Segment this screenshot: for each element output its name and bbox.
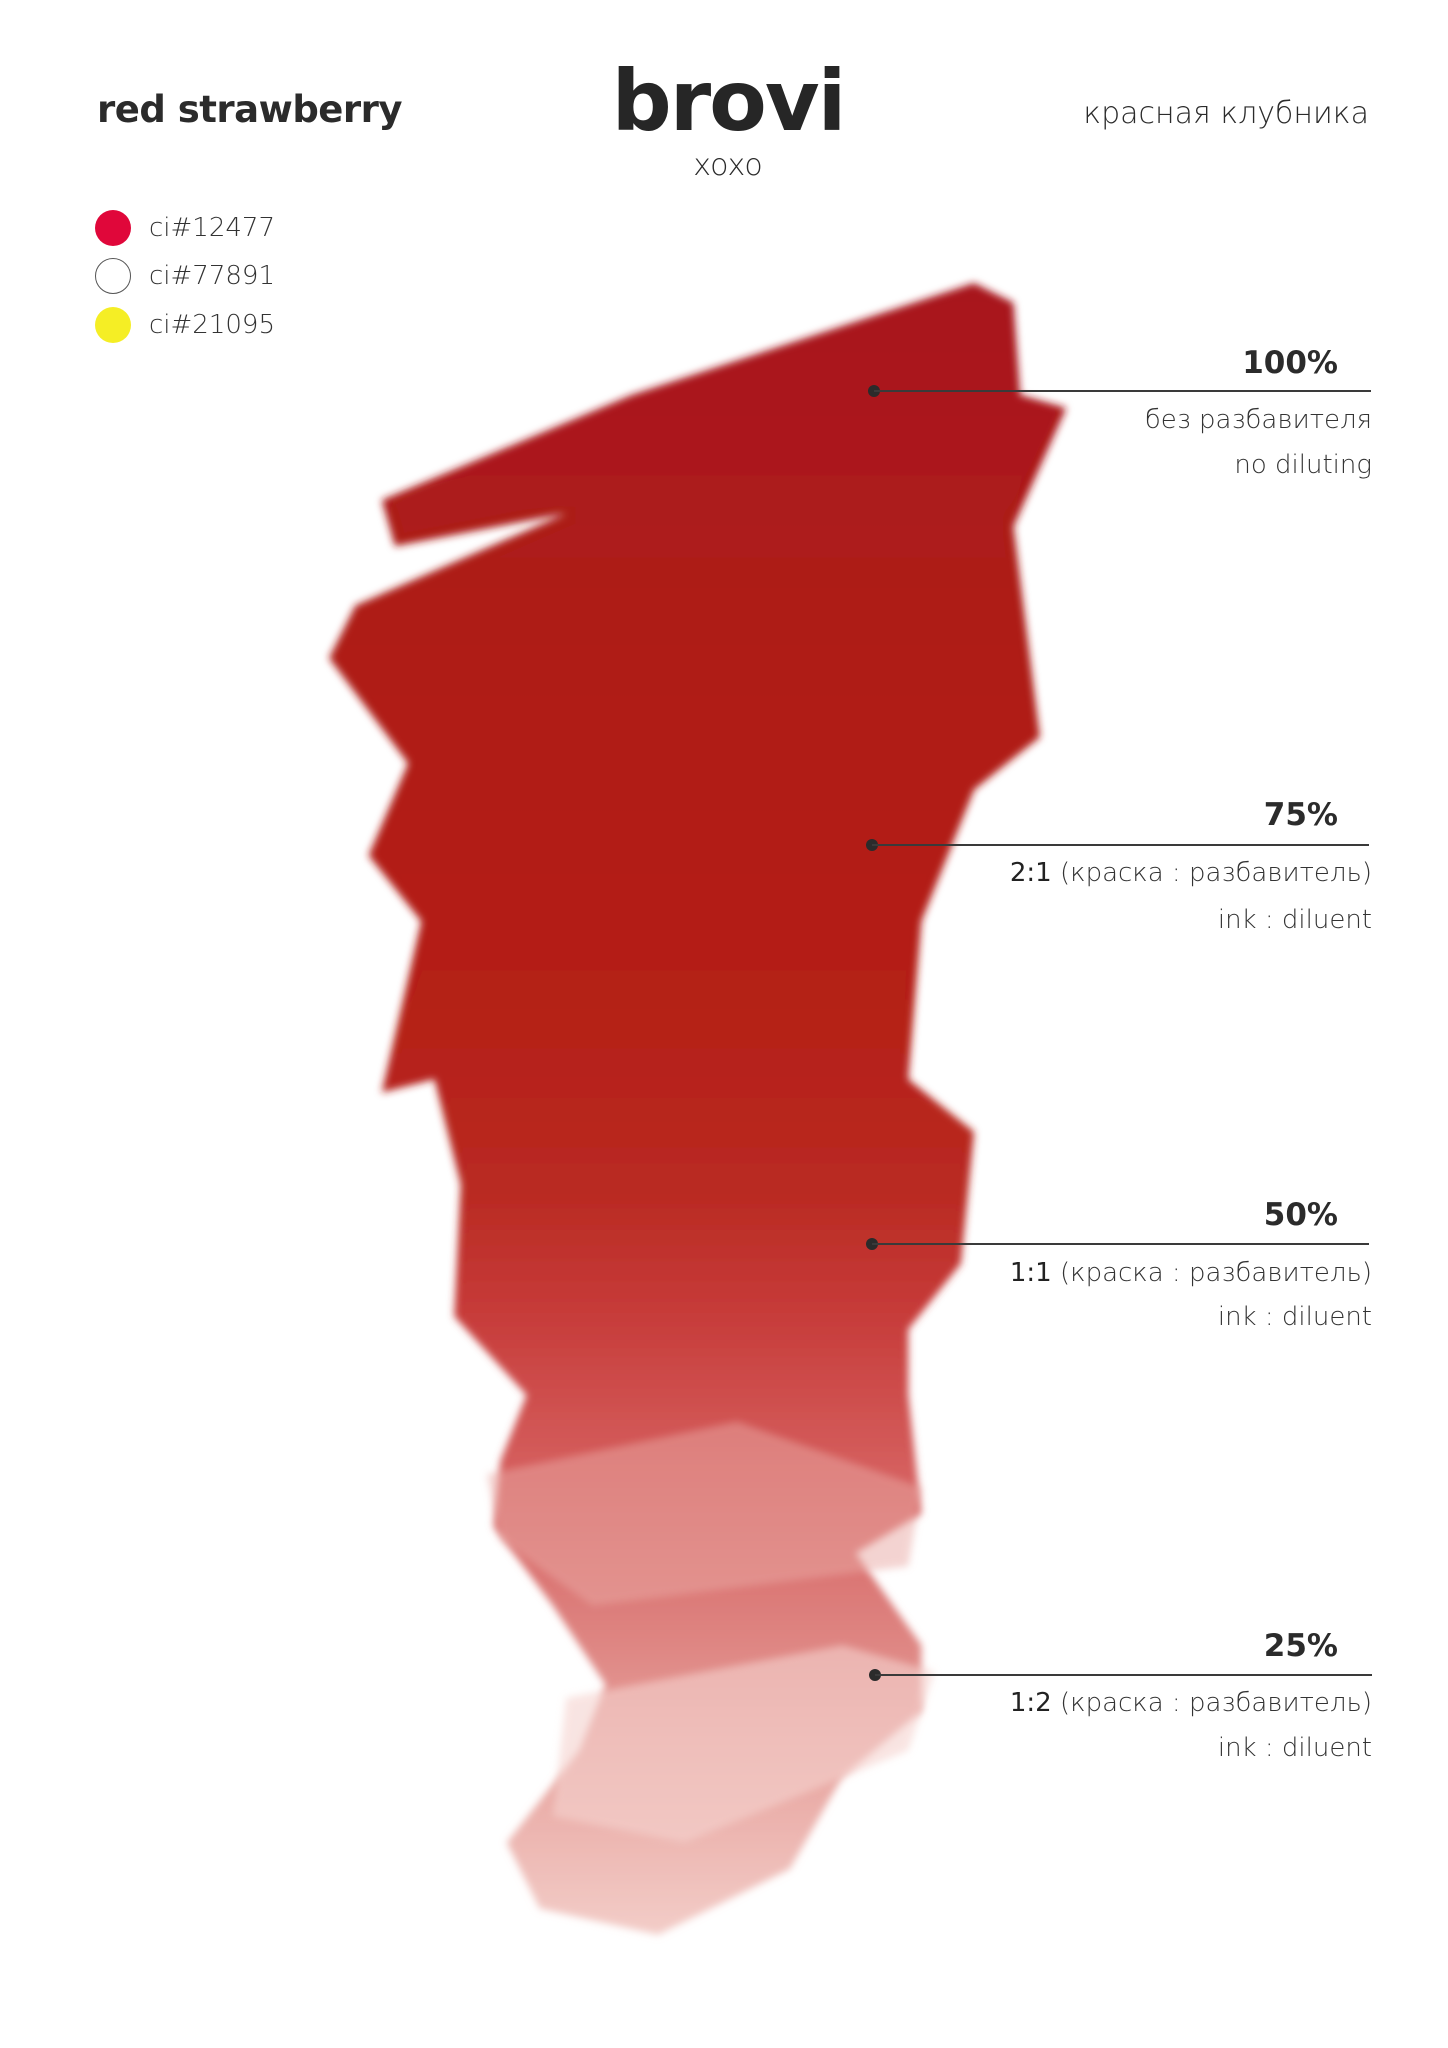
component-item: ci#77891 (95, 258, 275, 294)
dilution-desc-en: ink : diluent (1217, 1302, 1372, 1332)
yellow-color-dot-icon (95, 307, 131, 343)
dilution-percent: 25% (1263, 1628, 1338, 1664)
dilution-percent: 100% (1242, 345, 1338, 381)
dilution-desc-ru: без разбавителя (1144, 405, 1372, 435)
marker-line (872, 1243, 1369, 1245)
component-item: ci#21095 (95, 307, 275, 343)
component-code: ci#77891 (149, 261, 276, 291)
marker-line (872, 844, 1369, 846)
brand-subtitle: xoxo (693, 148, 763, 183)
dilution-desc-en: ink : diluent (1217, 1733, 1372, 1763)
dilution-desc-en: ink : diluent (1217, 905, 1372, 935)
component-item: ci#12477 (95, 210, 275, 246)
marker-line (875, 1674, 1372, 1676)
product-name-ru: красная клубника (1083, 96, 1369, 131)
marker-line (874, 390, 1371, 392)
dilution-percent: 50% (1263, 1197, 1338, 1233)
brand-logo: brovi (611, 52, 847, 150)
white-color-dot-icon (95, 258, 131, 294)
dilution-ratio: 1:2 (краска : разбавитель) (1009, 1688, 1372, 1718)
component-code: ci#12477 (149, 213, 276, 243)
dilution-percent: 75% (1263, 797, 1338, 833)
dilution-ratio: 2:1 (краска : разбавитель) (1009, 858, 1372, 888)
dilution-desc-en: no diluting (1234, 450, 1372, 480)
dilution-ratio: 1:1 (краска : разбавитель) (1009, 1258, 1372, 1288)
product-name-en: red strawberry (97, 88, 403, 131)
component-code: ci#21095 (149, 310, 276, 340)
red-color-dot-icon (95, 210, 131, 246)
